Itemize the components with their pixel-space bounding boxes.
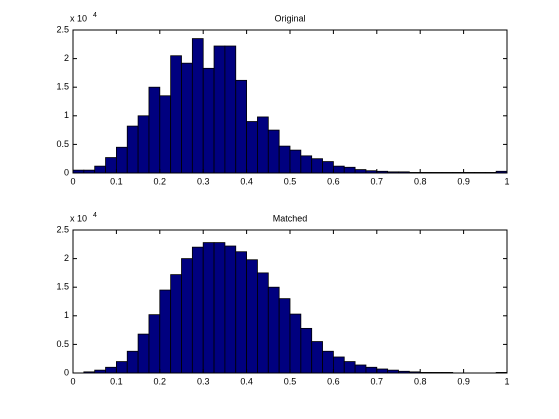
bar (116, 361, 128, 374)
bar (235, 79, 248, 174)
chart: Matched x 10 4 0 0.1 0.2 0.3 0.4 0.5 0.6 0.7 0.8 0.9… (56, 212, 509, 387)
x-tick-label: 1 (504, 376, 509, 386)
bar (257, 116, 269, 174)
bar (343, 166, 356, 174)
bar (311, 158, 323, 174)
y-tick-label: 0.5 (56, 339, 69, 349)
x-tick-label: 0.6 (327, 376, 340, 386)
bar (126, 125, 139, 174)
bar (365, 366, 378, 374)
y-tick-label: 2 (64, 53, 69, 63)
bar (289, 313, 302, 374)
y-scale-exponent: 4 (93, 12, 97, 19)
bar (235, 251, 248, 374)
bar (267, 129, 280, 174)
bar (126, 350, 139, 374)
bar (224, 245, 237, 374)
bar (300, 155, 313, 174)
bar (224, 45, 237, 174)
bar (354, 169, 367, 174)
x-tick-label: 0.1 (110, 176, 123, 186)
x-tick-label: 1 (504, 176, 509, 186)
bar (191, 38, 204, 174)
bar (213, 242, 226, 374)
axes-frame (72, 29, 508, 174)
bar (267, 286, 280, 374)
bar (246, 121, 258, 174)
bar (116, 146, 128, 174)
x-tick-label: 0.9 (457, 176, 470, 186)
bar (376, 368, 389, 374)
bar (343, 361, 356, 374)
x-tick-label: 0.8 (414, 376, 427, 386)
bar (322, 350, 334, 374)
y-tick-label: 1.5 (56, 82, 69, 92)
x-tick-label: 0.3 (197, 176, 210, 186)
y-tick-label: 2 (64, 253, 69, 263)
bar (105, 366, 117, 374)
chart: Original x 10 4 0 0.1 0.2 0.3 0.4 0.5 0.6 0.7 0.8 0.… (56, 12, 509, 187)
x-tick-label: 0.8 (414, 176, 427, 186)
bar (148, 314, 161, 374)
chart-title: Matched (273, 213, 308, 223)
y-tick-label: 1 (64, 310, 69, 320)
bar (137, 333, 150, 374)
y-tick-label: 0.5 (56, 139, 69, 149)
bar (278, 298, 291, 374)
x-tick-label: 0.4 (240, 376, 253, 386)
y-tick-label: 2.5 (56, 24, 69, 34)
x-tick-label: 0.4 (240, 176, 253, 186)
bar (170, 55, 182, 174)
axes-frame (72, 229, 508, 374)
chart-title: Original (274, 13, 305, 23)
x-tick-label: 0 (70, 376, 75, 386)
bar (311, 341, 323, 374)
bar (332, 356, 345, 374)
bar (181, 62, 193, 174)
bar (94, 165, 106, 174)
x-tick-label: 0.3 (197, 376, 210, 386)
bar (257, 272, 269, 374)
x-tick-label: 0.6 (327, 176, 340, 186)
bar (170, 274, 182, 374)
bar (191, 246, 204, 374)
y-tick-label: 2.5 (56, 224, 69, 234)
bar (181, 258, 193, 374)
bar (289, 149, 302, 174)
x-tick-label: 0.1 (110, 376, 123, 386)
x-tick-label: 0.2 (154, 176, 167, 186)
y-scale-exponent: 4 (93, 212, 97, 219)
bar (322, 161, 334, 174)
bar (202, 67, 215, 174)
x-tick-label: 0.7 (371, 376, 384, 386)
bar (159, 289, 172, 374)
x-tick-label: 0.7 (371, 176, 384, 186)
y-scale-label: x 10 (70, 213, 87, 223)
y-tick-label: 0 (64, 367, 69, 377)
x-tick-label: 0.5 (284, 176, 297, 186)
x-tick-label: 0.2 (154, 376, 167, 386)
bar (354, 364, 367, 374)
bar (148, 86, 161, 174)
y-tick-label: 0 (64, 167, 69, 177)
y-tick-label: 1.5 (56, 282, 69, 292)
x-tick-label: 0 (70, 176, 75, 186)
x-tick-label: 0.9 (457, 376, 470, 386)
bar (332, 165, 345, 174)
bar (202, 242, 215, 374)
bar (300, 327, 313, 374)
bar (105, 157, 117, 174)
y-tick-label: 1 (64, 110, 69, 120)
y-scale-label: x 10 (70, 13, 87, 23)
bar (159, 95, 172, 174)
x-tick-label: 0.5 (284, 376, 297, 386)
bar (278, 145, 291, 174)
bar (213, 45, 226, 174)
bar (137, 115, 150, 174)
bar (246, 259, 258, 374)
